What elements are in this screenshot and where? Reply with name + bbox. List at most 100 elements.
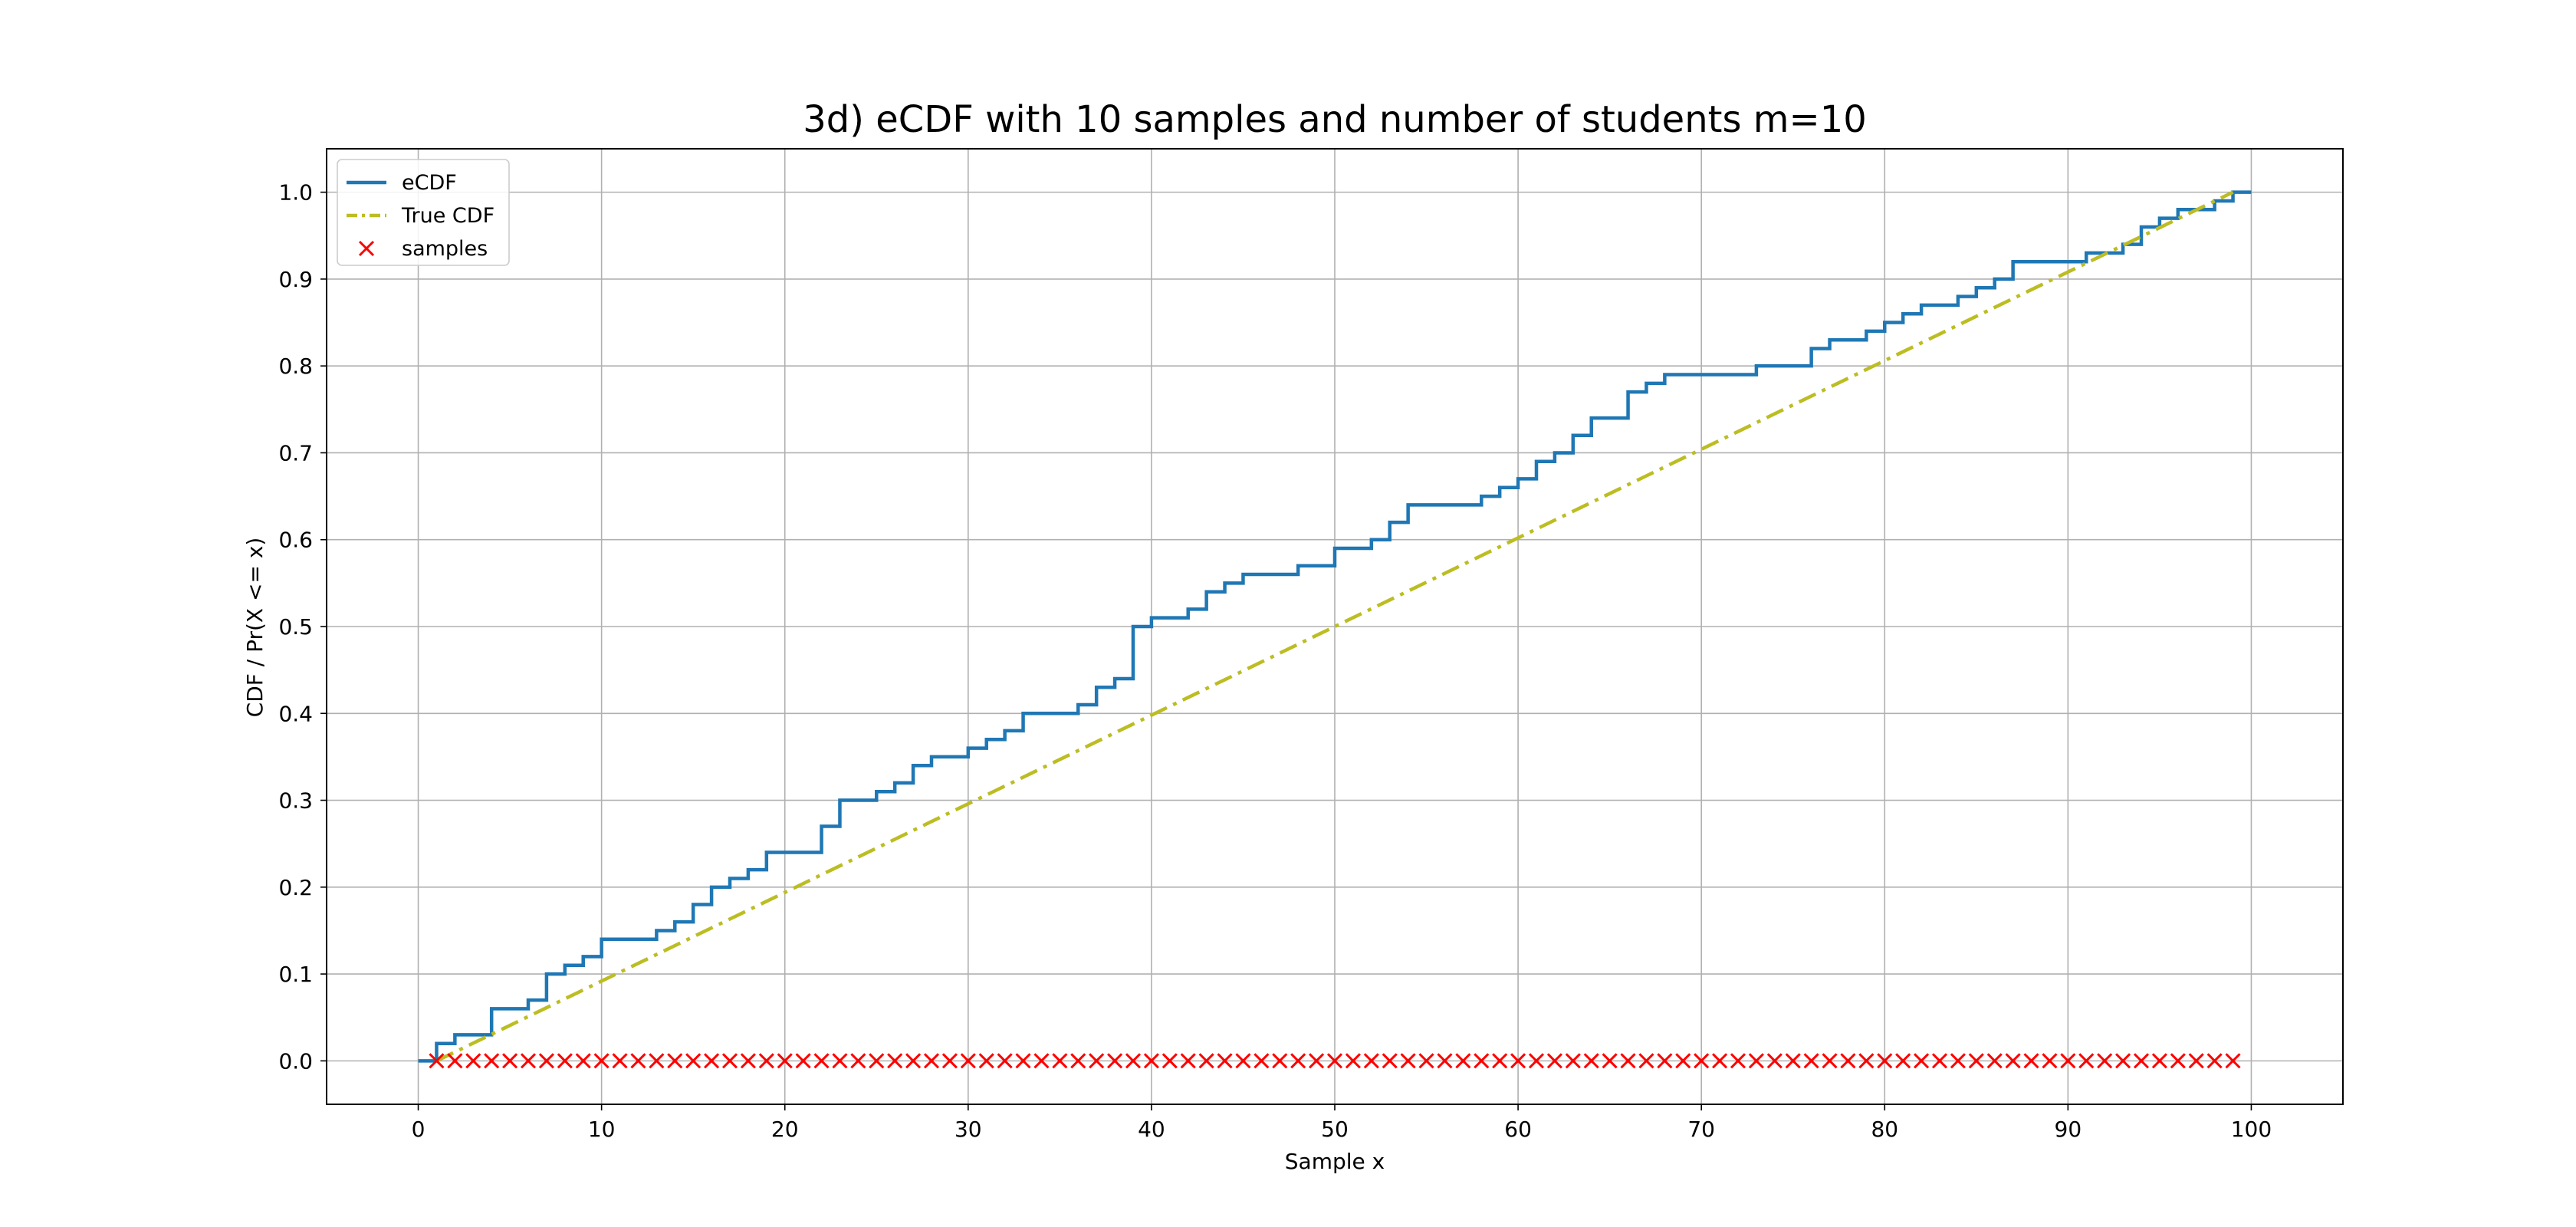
- sample-marker: [1418, 1053, 1434, 1069]
- x-tick-label: 70: [1687, 1117, 1715, 1142]
- sample-marker: [740, 1053, 756, 1069]
- sample-marker: [1785, 1053, 1801, 1069]
- sample-marker: [502, 1053, 518, 1069]
- x-tick-label: 30: [955, 1117, 982, 1142]
- sample-marker: [1675, 1053, 1691, 1069]
- sample-marker: [1070, 1053, 1086, 1069]
- sample-marker: [1895, 1053, 1911, 1069]
- sample-marker: [1437, 1053, 1453, 1069]
- sample-marker: [667, 1053, 683, 1069]
- sample-marker: [447, 1053, 463, 1069]
- sample-marker: [1345, 1053, 1361, 1069]
- chart-title: 3d) eCDF with 10 samples and number of s…: [803, 98, 1867, 141]
- y-tick-label: 0.1: [278, 962, 313, 987]
- sample-marker: [2097, 1053, 2113, 1069]
- y-tick-label: 0.6: [278, 528, 313, 553]
- legend-label: samples: [402, 237, 488, 261]
- sample-marker: [795, 1053, 811, 1069]
- y-tick-label: 0.0: [278, 1048, 313, 1074]
- sample-marker: [1180, 1053, 1196, 1069]
- x-tick-label: 50: [1321, 1117, 1349, 1142]
- sample-marker: [1143, 1053, 1159, 1069]
- sample-marker: [923, 1053, 940, 1069]
- ecdf-step-line: [418, 190, 2252, 1063]
- sample-marker: [520, 1053, 537, 1069]
- sample-marker: [1015, 1053, 1031, 1069]
- sample-marker: [685, 1053, 702, 1069]
- sample-marker: [1712, 1053, 1728, 1069]
- sample-marker: [1272, 1053, 1288, 1069]
- sample-marker: [1033, 1053, 1050, 1069]
- y-tick-label: 0.9: [278, 267, 313, 292]
- sample-marker: [777, 1053, 793, 1069]
- sample-marker: [1455, 1053, 1471, 1069]
- sample-marker: [1309, 1053, 1325, 1069]
- sample-marker: [2005, 1053, 2021, 1069]
- sample-marker: [1914, 1053, 1930, 1069]
- sample-marker: [1052, 1053, 1068, 1069]
- sample-marker: [1602, 1053, 1618, 1069]
- grid: [327, 149, 2343, 1104]
- sample-marker: [2060, 1053, 2076, 1069]
- y-tick-label: 0.8: [278, 354, 313, 379]
- sample-marker: [997, 1053, 1013, 1069]
- sample-marker: [1986, 1053, 2003, 1069]
- x-tick-label: 20: [771, 1117, 799, 1142]
- sample-marker: [1326, 1053, 1343, 1069]
- sample-marker: [1528, 1053, 1545, 1069]
- sample-marker: [538, 1053, 554, 1069]
- sample-marker: [960, 1053, 976, 1069]
- x-tick-label: 100: [2231, 1117, 2272, 1142]
- sample-marker: [1803, 1053, 1819, 1069]
- sample-marker: [1254, 1053, 1270, 1069]
- sample-marker: [1546, 1053, 1562, 1069]
- sample-marker: [1638, 1053, 1654, 1069]
- legend-label: eCDF: [402, 171, 457, 195]
- legend-label: True CDF: [401, 204, 495, 228]
- sample-marker: [1474, 1053, 1490, 1069]
- y-tick-label: 0.4: [278, 701, 313, 726]
- sample-marker: [2188, 1053, 2204, 1069]
- sample-marker: [721, 1053, 738, 1069]
- sample-marker: [2078, 1053, 2095, 1069]
- sample-marker: [2042, 1053, 2058, 1069]
- sample-marker: [1162, 1053, 1178, 1069]
- y-tick-label: 0.3: [278, 788, 313, 814]
- sample-marker: [649, 1053, 665, 1069]
- x-tick-label: 90: [2055, 1117, 2082, 1142]
- sample-marker: [630, 1053, 646, 1069]
- y-axis-title: CDF / Pr(X <= x): [242, 538, 268, 718]
- sample-marker: [1363, 1053, 1379, 1069]
- x-tick-label: 0: [412, 1117, 426, 1142]
- series: [418, 190, 2252, 1069]
- sample-marker: [1492, 1053, 1508, 1069]
- sample-marker: [1290, 1053, 1306, 1069]
- legend-swatch-samples: [358, 240, 375, 257]
- sample-marker: [887, 1053, 903, 1069]
- y-tick-label: 0.7: [278, 440, 313, 465]
- sample-marker: [1748, 1053, 1764, 1069]
- sample-marker: [1694, 1053, 1710, 1069]
- x-tick-label: 40: [1138, 1117, 1165, 1142]
- sample-marker: [2170, 1053, 2186, 1069]
- ticks: 0 10 20 30 40 50 60 70 80 90 100 0.0 0.1 0.2 0.3 0.4 0.5…: [278, 180, 2272, 1142]
- sample-marker: [1822, 1053, 1838, 1069]
- sample-marker: [1235, 1053, 1251, 1069]
- sample-marker: [2133, 1053, 2150, 1069]
- sample-marker: [1400, 1053, 1416, 1069]
- sample-marker: [2115, 1053, 2131, 1069]
- sample-marker: [1730, 1053, 1746, 1069]
- sample-marker: [1382, 1053, 1398, 1069]
- sample-marker: [1125, 1053, 1142, 1069]
- sample-marker: [758, 1053, 774, 1069]
- sample-marker: [2151, 1053, 2167, 1069]
- sample-marker: [2225, 1053, 2241, 1069]
- sample-marker: [1107, 1053, 1123, 1069]
- sample-marker: [1657, 1053, 1673, 1069]
- sample-marker: [1620, 1053, 1636, 1069]
- sample-marker: [1858, 1053, 1875, 1069]
- sample-marker: [832, 1053, 848, 1069]
- sample-marker: [978, 1053, 994, 1069]
- legend: eCDF True CDF samples: [337, 159, 510, 266]
